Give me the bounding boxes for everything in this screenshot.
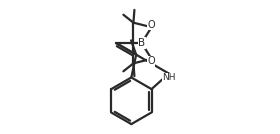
Text: O: O bbox=[147, 56, 155, 66]
Text: B: B bbox=[138, 38, 145, 48]
Text: O: O bbox=[147, 20, 155, 30]
Text: NH: NH bbox=[162, 73, 176, 82]
